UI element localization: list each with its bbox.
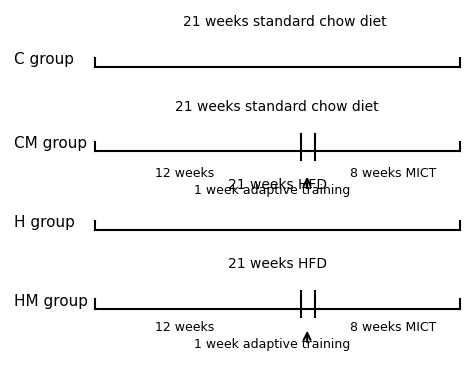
Text: 21 weeks standard chow diet: 21 weeks standard chow diet [182,15,386,30]
Text: 21 weeks HFD: 21 weeks HFD [228,257,327,271]
Text: 12 weeks: 12 weeks [155,322,214,334]
Text: 8 weeks MICT: 8 weeks MICT [350,322,437,334]
Text: 1 week adaptive training: 1 week adaptive training [194,184,351,197]
Text: 8 weeks MICT: 8 weeks MICT [350,168,437,180]
Text: 12 weeks: 12 weeks [155,168,214,180]
Text: 1 week adaptive training: 1 week adaptive training [194,338,351,351]
Text: CM group: CM group [14,137,87,151]
Text: 21 weeks standard chow diet: 21 weeks standard chow diet [175,99,379,114]
Text: 21 weeks HFD: 21 weeks HFD [228,178,327,192]
Text: H group: H group [14,215,75,230]
Text: C group: C group [14,52,74,67]
Text: HM group: HM group [14,294,88,309]
